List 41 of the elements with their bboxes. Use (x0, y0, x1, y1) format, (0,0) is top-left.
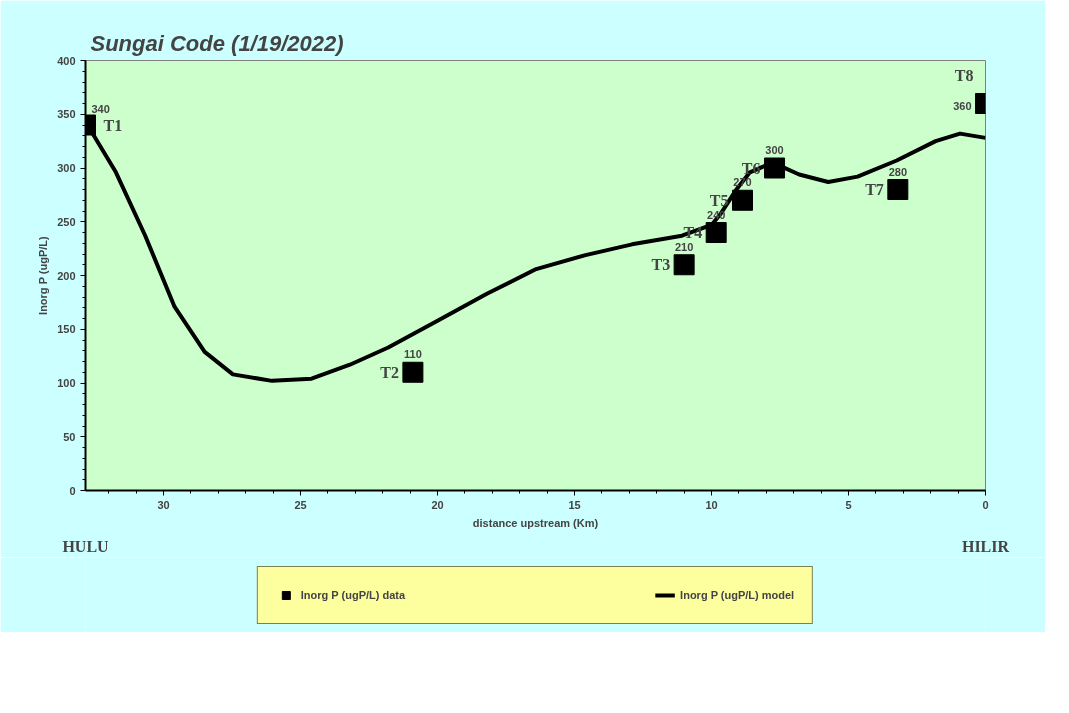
point (705, 222, 727, 243)
y-tick-label: 150 (57, 323, 76, 336)
point (673, 254, 695, 276)
x-tick-label: 0 (982, 498, 989, 511)
annotation: T7 (865, 181, 884, 198)
point (764, 157, 786, 179)
data-label: 280 (888, 165, 908, 178)
point (887, 179, 909, 200)
data-label: 210 (674, 240, 694, 253)
annotation: T8 (954, 67, 974, 84)
annotation: T5 (709, 191, 729, 209)
legend-label: Inorg P (ugP/L) data (300, 588, 406, 601)
x-tick-label: 20 (431, 498, 444, 511)
x-tick-label: 30 (157, 498, 170, 511)
annotation: T2 (380, 363, 399, 381)
y-tick-label: 300 (57, 162, 76, 174)
y-tick-label: 400 (57, 54, 76, 67)
point (731, 189, 753, 211)
y-tick-label: 0 (69, 484, 76, 497)
text: HILIR (961, 537, 1010, 555)
annotation: T1 (103, 116, 123, 134)
y-axis-title: Inorg P (ugP/L) (37, 235, 50, 315)
x-tick-label: 10 (705, 498, 718, 511)
annotation: T3 (651, 256, 671, 274)
legend-label: Inorg P (ugP/L) model (680, 588, 795, 601)
x-tick-label: 15 (568, 498, 581, 511)
x-tick-label: 5 (845, 498, 852, 511)
x-axis-title: distance upstream (Km) (472, 516, 599, 529)
chart-title: Sungai Code (1/19/2022) (90, 30, 344, 56)
data-label: 110 (404, 348, 422, 361)
y-tick-label: 250 (57, 215, 76, 228)
y-tick-label: 50 (63, 430, 76, 443)
data-label: 340 (91, 103, 110, 115)
y-tick-label: 350 (57, 108, 76, 121)
y-tick-label: 200 (57, 269, 76, 282)
y-tick-label: 100 (57, 377, 76, 389)
text: HULU (62, 537, 110, 555)
annotation: T4 (683, 224, 703, 241)
x-tick-label: 25 (294, 498, 307, 511)
data-label: 300 (765, 144, 784, 156)
data-label: 360 (953, 99, 972, 112)
